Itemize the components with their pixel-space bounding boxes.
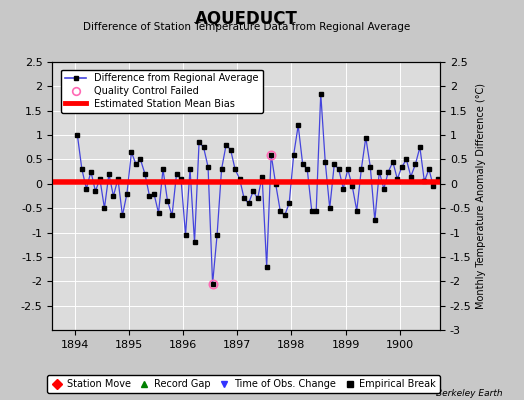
Legend: Station Move, Record Gap, Time of Obs. Change, Empirical Break: Station Move, Record Gap, Time of Obs. C…	[47, 375, 440, 393]
Y-axis label: Monthly Temperature Anomaly Difference (°C): Monthly Temperature Anomaly Difference (…	[476, 83, 486, 309]
Text: AQUEDUCT: AQUEDUCT	[195, 10, 298, 28]
Text: Berkeley Earth: Berkeley Earth	[436, 389, 503, 398]
Legend: Difference from Regional Average, Quality Control Failed, Estimated Station Mean: Difference from Regional Average, Qualit…	[61, 70, 263, 113]
Text: Difference of Station Temperature Data from Regional Average: Difference of Station Temperature Data f…	[83, 22, 410, 32]
